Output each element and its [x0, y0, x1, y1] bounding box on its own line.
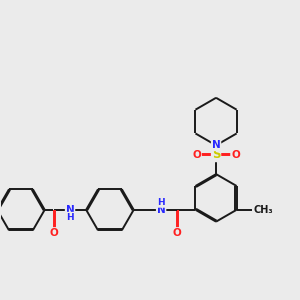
- Text: S: S: [212, 148, 220, 161]
- Text: N: N: [212, 140, 220, 150]
- Text: O: O: [192, 150, 201, 160]
- Text: CH₃: CH₃: [253, 205, 273, 215]
- Text: O: O: [50, 228, 58, 238]
- Text: O: O: [173, 228, 182, 238]
- Text: N: N: [66, 205, 74, 215]
- Text: O: O: [231, 150, 240, 160]
- Text: N: N: [157, 205, 166, 215]
- Text: H: H: [66, 212, 74, 221]
- Text: H: H: [157, 198, 165, 207]
